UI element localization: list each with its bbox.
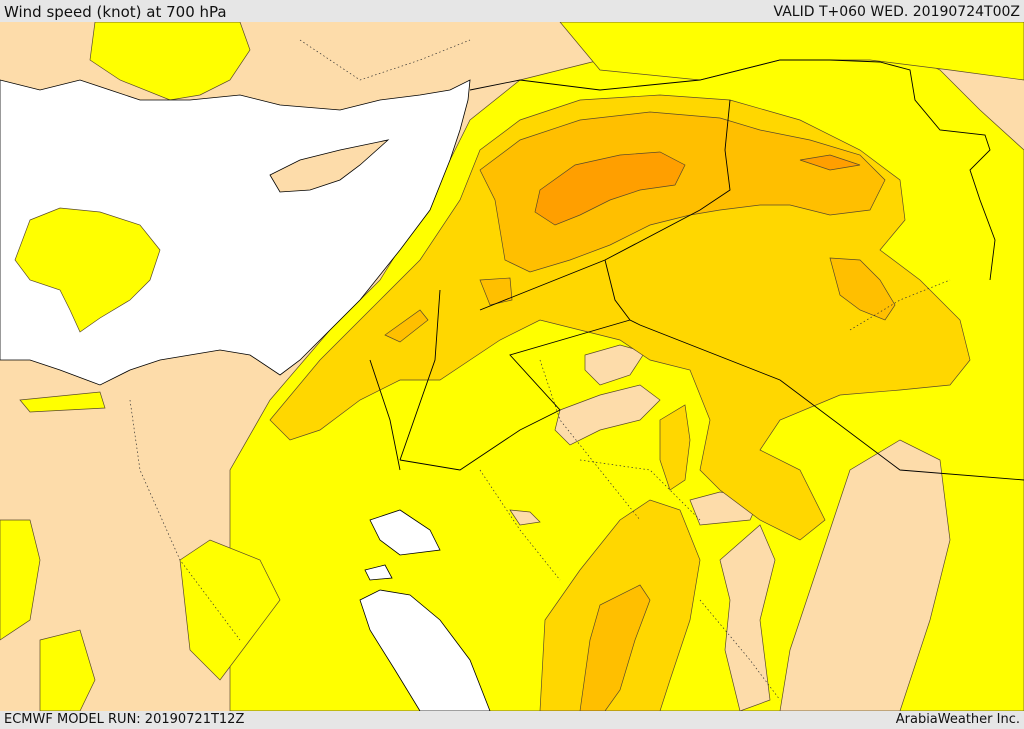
model-run-label: ECMWF MODEL RUN: 20190721T12Z bbox=[4, 712, 245, 727]
valid-time: VALID T+060 WED. 20190724T00Z bbox=[773, 4, 1020, 20]
sea-wind-blob bbox=[14, 207, 161, 333]
wind-band-1-anatolia bbox=[89, 22, 251, 101]
red-sea bbox=[359, 509, 491, 711]
wind-band-2 bbox=[269, 94, 971, 711]
map-title: Wind speed (knot) at 700 hPa bbox=[4, 3, 227, 21]
cyprus-island bbox=[269, 139, 390, 193]
wind-band-3 bbox=[384, 111, 896, 711]
wind-band-1-north bbox=[559, 22, 1024, 81]
wind-band-4 bbox=[534, 151, 861, 226]
footer-bar: ECMWF MODEL RUN: 20190721T12Z ArabiaWeat… bbox=[0, 711, 1024, 729]
wind-speed-map bbox=[0, 22, 1024, 711]
wind-band-1-west bbox=[0, 391, 281, 711]
country-borders bbox=[369, 59, 1024, 481]
credit-label: ArabiaWeather Inc. bbox=[895, 712, 1020, 727]
header-bar: Wind speed (knot) at 700 hPa VALID T+060… bbox=[0, 0, 1024, 22]
